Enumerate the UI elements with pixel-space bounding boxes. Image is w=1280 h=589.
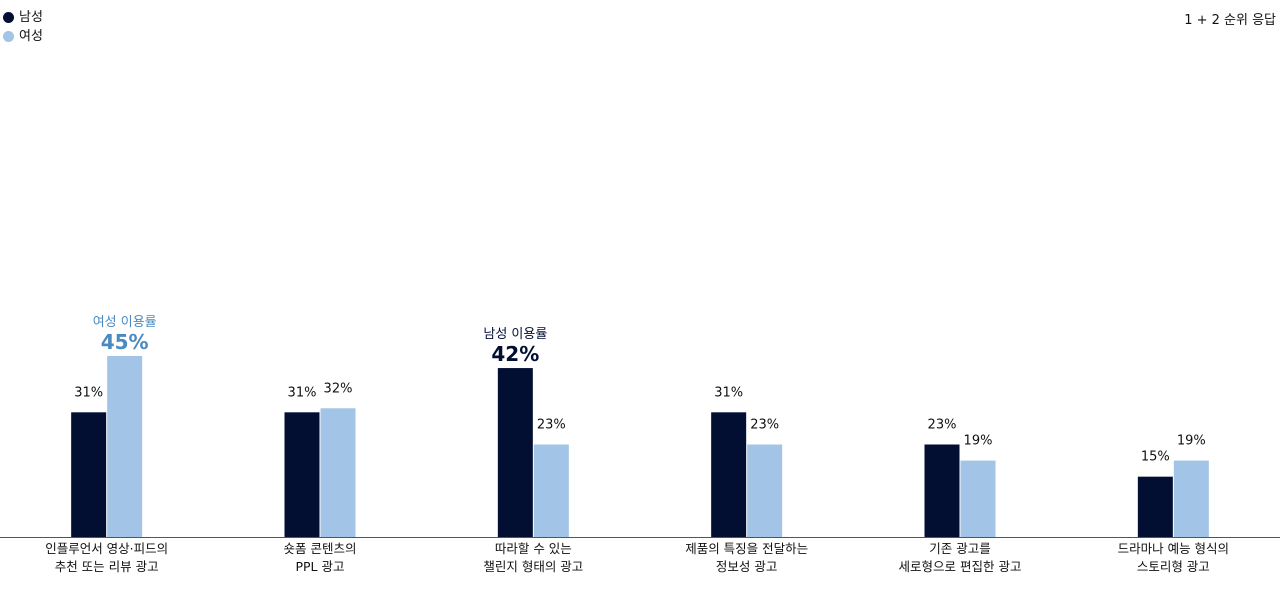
value-label-male-5: 15% xyxy=(1141,450,1170,465)
legend-item-female: 여성 xyxy=(3,27,43,46)
bar-female-4 xyxy=(960,460,996,537)
category-label-2-line-1: 챌린지 형태의 광고 xyxy=(483,559,583,574)
highlight-label-0: 여성 이용률 xyxy=(93,315,157,330)
category-label-3-line-0: 제품의 특징을 전달하는 xyxy=(685,541,808,556)
category-label-0-line-0: 인플루언서 영상·피드의 xyxy=(45,541,168,556)
value-label-female-5: 19% xyxy=(1177,434,1206,449)
bar-male-2 xyxy=(497,368,533,537)
legend: 남성 여성 xyxy=(3,8,43,46)
bar-male-4 xyxy=(924,444,960,537)
category-label-3-line-1: 정보성 광고 xyxy=(716,559,777,574)
value-label-female-3: 23% xyxy=(750,417,779,432)
bar-female-5 xyxy=(1173,460,1209,537)
response-note: 1 + 2 순위 응답 xyxy=(1184,13,1276,28)
category-label-4-line-1: 세로형으로 편집한 광고 xyxy=(899,559,1022,574)
category-label-1-line-0: 숏폼 콘텐츠의 xyxy=(284,541,357,556)
value-label-male-3: 31% xyxy=(714,385,743,400)
highlight-value-0: 45% xyxy=(101,330,149,354)
category-label-1-line-1: PPL 광고 xyxy=(295,559,344,574)
legend-item-male: 남성 xyxy=(3,8,43,27)
bar-female-2 xyxy=(533,444,569,537)
value-label-male-0: 31% xyxy=(74,385,103,400)
bar-female-1 xyxy=(320,408,356,537)
category-label-5-line-1: 스토리형 광고 xyxy=(1137,559,1210,574)
legend-dot-female xyxy=(3,31,14,42)
bar-female-0 xyxy=(107,356,143,537)
highlight-value-2: 42% xyxy=(491,342,539,366)
category-label-0-line-1: 추천 또는 리뷰 광고 xyxy=(55,559,159,574)
legend-label-male: 남성 xyxy=(19,10,43,25)
value-label-female-2: 23% xyxy=(537,417,566,432)
bar-male-3 xyxy=(711,412,747,537)
category-label-5-line-0: 드라마나 예능 형식의 xyxy=(1118,541,1229,556)
value-label-male-1: 31% xyxy=(288,385,317,400)
legend-dot-male xyxy=(3,12,14,23)
legend-label-female: 여성 xyxy=(19,29,43,44)
bar-male-5 xyxy=(1137,476,1173,537)
bar-male-1 xyxy=(284,412,320,537)
bar-male-0 xyxy=(71,412,107,537)
bar-female-3 xyxy=(747,444,783,537)
value-label-female-1: 32% xyxy=(324,381,353,396)
value-label-female-4: 19% xyxy=(964,434,993,449)
value-label-male-4: 23% xyxy=(928,417,957,432)
highlight-label-2: 남성 이용률 xyxy=(483,327,547,342)
category-label-2-line-0: 따라할 수 있는 xyxy=(495,541,572,556)
category-label-4-line-0: 기존 광고를 xyxy=(929,541,990,556)
